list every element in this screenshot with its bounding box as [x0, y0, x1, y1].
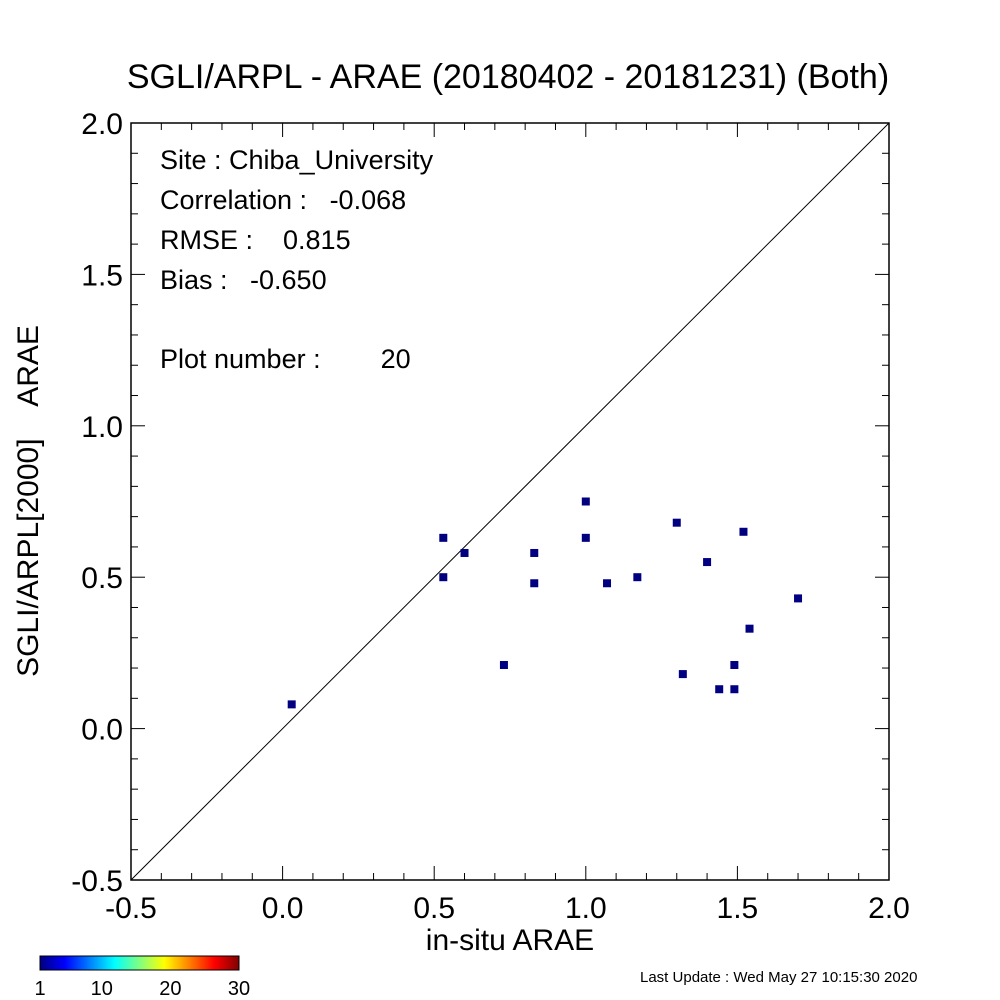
data-point: [745, 624, 754, 633]
data-point: [460, 548, 469, 557]
data-point: [287, 700, 296, 709]
site-annotation: Site : Chiba_University: [160, 145, 434, 175]
x-tick-label: 2.0: [868, 892, 910, 925]
one-to-one-line: [130, 122, 890, 881]
plot-frame: [130, 122, 890, 881]
colorbar-tick-label: 30: [228, 978, 250, 1000]
data-point: [581, 533, 590, 542]
data-point: [703, 558, 712, 567]
bias-annotation: Bias : -0.650: [160, 265, 327, 295]
colorbar-tick-label: 20: [159, 978, 181, 1000]
x-tick-labels: -0.5 0.0 0.5 1.0 1.5 2.0: [105, 892, 910, 925]
data-point: [530, 548, 539, 557]
data-point: [794, 594, 803, 603]
correlation-annotation: Correlation : -0.068: [160, 185, 406, 215]
x-tick-label: 0.0: [262, 892, 304, 925]
plot-number-annotation: Plot number : 20: [160, 344, 411, 374]
x-tick-label: 1.5: [717, 892, 759, 925]
data-points: [287, 497, 803, 709]
y-tick-label: 1.0: [81, 411, 123, 444]
y-tick-label: 0.5: [81, 562, 123, 595]
chart-title: SGLI/ARPL - ARAE (20180402 - 20181231) (…: [127, 58, 889, 96]
data-point: [499, 661, 508, 670]
data-point: [530, 579, 539, 588]
data-point: [678, 670, 687, 679]
data-point: [439, 573, 448, 582]
colorbar-tick-label: 10: [91, 978, 113, 1000]
colorbar-tick-label: 1: [34, 978, 45, 1000]
y-axis-label: SGLI/ARPL[2000] ARAE: [12, 325, 45, 677]
data-point: [730, 661, 739, 670]
x-axis-label: in-situ ARAE: [426, 924, 594, 957]
rmse-annotation: RMSE : 0.815: [160, 225, 351, 255]
x-tick-label: 0.5: [413, 892, 455, 925]
y-tick-labels: -0.5 0.0 0.5 1.0 1.5 2.0: [71, 108, 123, 898]
data-point: [439, 533, 448, 542]
data-point: [581, 497, 590, 506]
y-tick-label: 1.5: [81, 259, 123, 292]
data-point: [715, 685, 724, 694]
x-tick-label: -0.5: [105, 892, 157, 925]
y-tick-label: 0.0: [81, 714, 123, 747]
data-point: [672, 518, 681, 527]
data-point: [730, 685, 739, 694]
data-point: [633, 573, 642, 582]
y-tick-label: 2.0: [81, 108, 123, 141]
data-point: [739, 527, 748, 536]
colorbar-labels: 1 10 20 30: [34, 978, 250, 1000]
axis-ticks: [130, 122, 890, 881]
last-update-text: Last Update : Wed May 27 10:15:30 2020: [640, 969, 918, 986]
y-tick-label: -0.5: [71, 865, 123, 898]
stats-annotations: Site : Chiba_University Correlation : -0…: [160, 145, 434, 374]
colorbar: [39, 955, 240, 971]
x-tick-label: 1.0: [565, 892, 607, 925]
data-point: [603, 579, 612, 588]
